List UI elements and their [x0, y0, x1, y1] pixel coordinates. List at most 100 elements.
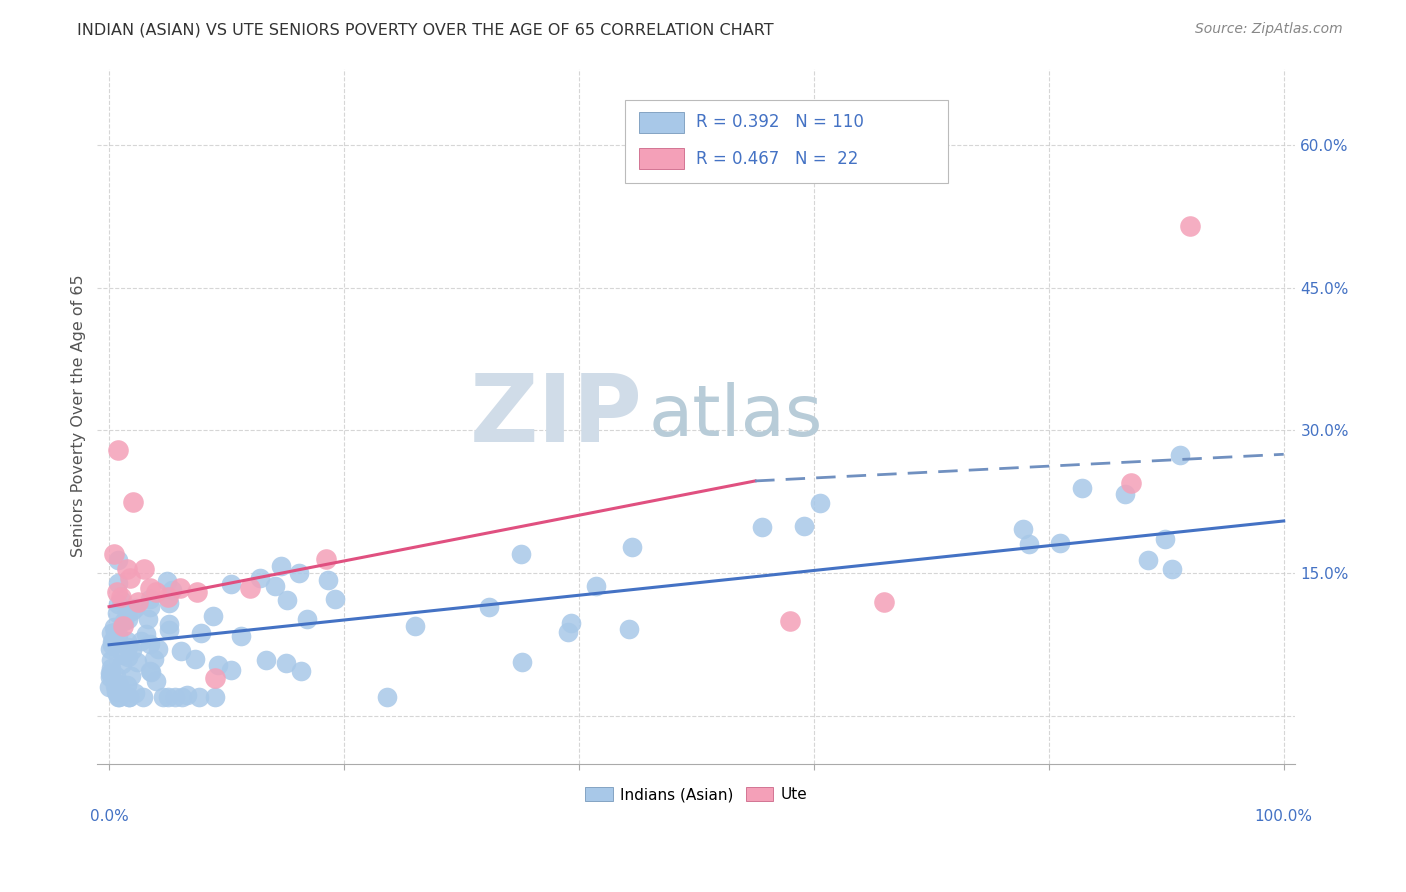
Bar: [638, 148, 685, 169]
Point: [318, 574, 340, 588]
Point: [621, 540, 644, 554]
Point: [101, 638, 124, 652]
Point: [557, 625, 579, 640]
Point: [107, 553, 129, 567]
Point: [170, 643, 193, 657]
Point: [104, 637, 127, 651]
Point: [585, 579, 607, 593]
Point: [98, 666, 121, 681]
Point: [315, 552, 337, 566]
Point: [107, 597, 129, 611]
Text: 100.0%: 100.0%: [1254, 809, 1313, 824]
Point: [152, 690, 174, 705]
Point: [112, 618, 135, 632]
Text: ZIP: ZIP: [470, 370, 643, 462]
Point: [169, 581, 191, 595]
Point: [103, 679, 125, 693]
Point: [186, 585, 208, 599]
Point: [145, 585, 167, 599]
Point: [323, 592, 346, 607]
Point: [204, 671, 226, 685]
Point: [108, 690, 131, 705]
Point: [404, 619, 426, 633]
Point: [1136, 553, 1159, 567]
Point: [201, 608, 224, 623]
Point: [143, 652, 166, 666]
Point: [112, 614, 135, 628]
Point: [118, 690, 141, 705]
Point: [108, 681, 131, 695]
Text: R = 0.392   N = 110: R = 0.392 N = 110: [696, 113, 865, 131]
Point: [170, 690, 193, 705]
Point: [873, 595, 896, 609]
Point: [121, 604, 143, 618]
Point: [110, 590, 132, 604]
Point: [1154, 532, 1177, 546]
Point: [105, 606, 128, 620]
Point: [136, 612, 159, 626]
Point: [1168, 448, 1191, 462]
Point: [98, 670, 121, 684]
Point: [98, 680, 121, 694]
Point: [120, 668, 142, 682]
Point: [124, 600, 146, 615]
Point: [110, 593, 132, 607]
Point: [249, 571, 271, 585]
Point: [132, 690, 155, 705]
Text: R = 0.467   N =  22: R = 0.467 N = 22: [696, 150, 859, 168]
Point: [176, 688, 198, 702]
Point: [1161, 561, 1184, 575]
Point: [184, 651, 207, 665]
Point: [103, 620, 125, 634]
Point: [124, 686, 146, 700]
Point: [288, 566, 311, 581]
Point: [560, 616, 582, 631]
Point: [115, 606, 138, 620]
Point: [509, 547, 531, 561]
Point: [1178, 219, 1201, 233]
Point: [156, 574, 179, 589]
Point: [111, 657, 134, 672]
Point: [104, 625, 127, 640]
FancyBboxPatch shape: [624, 100, 948, 183]
Point: [139, 664, 162, 678]
Point: [204, 690, 226, 705]
Point: [254, 653, 277, 667]
Point: [107, 628, 129, 642]
Point: [617, 622, 640, 636]
Point: [779, 614, 801, 628]
Point: [131, 633, 153, 648]
Legend: Indians (Asian), Ute: Indians (Asian), Ute: [579, 781, 814, 808]
Point: [107, 678, 129, 692]
Point: [134, 561, 156, 575]
Point: [156, 590, 179, 604]
Point: [1114, 486, 1136, 500]
Point: [231, 629, 253, 643]
Point: [1119, 475, 1142, 490]
Point: [118, 690, 141, 705]
Point: [276, 656, 298, 670]
Point: [276, 592, 298, 607]
Point: [295, 612, 318, 626]
Point: [125, 655, 148, 669]
Point: [157, 624, 180, 638]
Point: [221, 663, 243, 677]
Point: [793, 518, 815, 533]
Point: [163, 690, 186, 705]
Text: 0.0%: 0.0%: [90, 809, 128, 824]
Y-axis label: Seniors Poverty Over the Age of 65: Seniors Poverty Over the Age of 65: [72, 275, 86, 558]
Point: [105, 585, 128, 599]
Point: [104, 669, 127, 683]
Point: [127, 595, 149, 609]
Point: [162, 582, 184, 597]
Point: [1012, 522, 1035, 536]
Point: [219, 577, 242, 591]
Point: [100, 660, 122, 674]
Point: [751, 520, 773, 534]
Point: [478, 600, 501, 615]
Point: [107, 690, 129, 705]
Point: [112, 648, 135, 662]
Point: [100, 626, 122, 640]
Point: [139, 637, 162, 651]
Point: [104, 685, 127, 699]
